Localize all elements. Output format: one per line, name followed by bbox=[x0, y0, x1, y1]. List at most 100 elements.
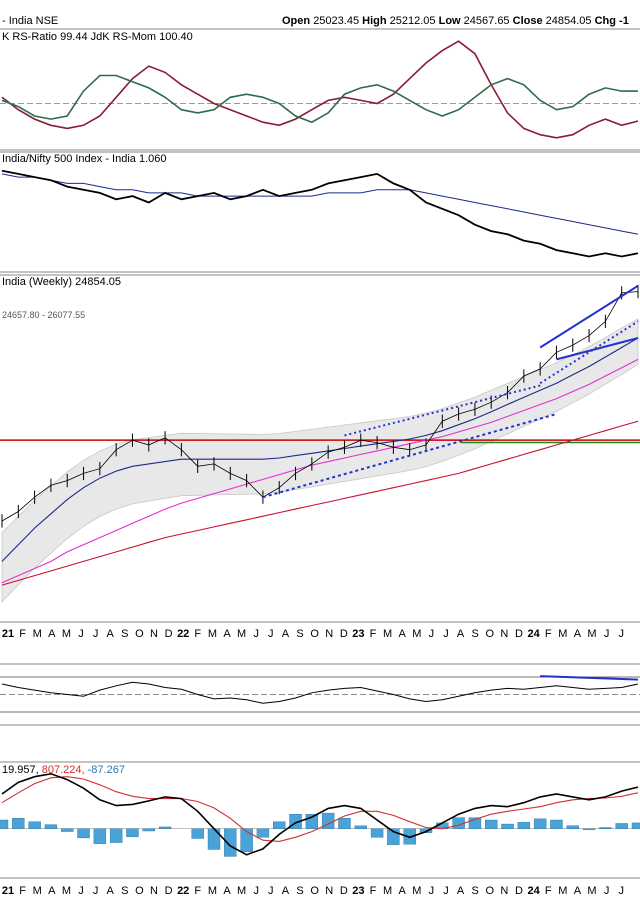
x-tick-label: F bbox=[194, 885, 201, 897]
bb-legend: 24657.80 - 26077.55 bbox=[2, 310, 85, 320]
x-tick-label: 21 bbox=[2, 885, 14, 897]
series-line-rs-mom bbox=[1, 74, 638, 124]
x-tick-label: D bbox=[340, 885, 348, 897]
close-value: 24854.05 bbox=[545, 15, 592, 27]
macd-histogram-bar bbox=[207, 828, 221, 850]
x-tick-label: A bbox=[457, 628, 465, 640]
x-tick-label: J bbox=[93, 885, 99, 897]
x-tick-label: J bbox=[443, 628, 449, 640]
x-tick-label: J bbox=[253, 885, 259, 897]
x-tick-label: F bbox=[370, 885, 377, 897]
series-line-macd bbox=[1, 772, 639, 856]
x-tick-label: D bbox=[165, 628, 173, 640]
x-tick-label: M bbox=[33, 628, 42, 640]
x-tick-label: A bbox=[574, 628, 582, 640]
x-tick-label: M bbox=[412, 628, 421, 640]
x-tick-label: F bbox=[545, 628, 552, 640]
macd-histogram-bar bbox=[354, 825, 367, 829]
macd-histogram-bar bbox=[338, 818, 351, 829]
x-tick-label: N bbox=[325, 885, 333, 897]
x-tick-label: J bbox=[604, 885, 610, 897]
x-tick-label: A bbox=[48, 628, 56, 640]
series-line-macd-signal bbox=[1, 776, 639, 842]
macd-histogram-bar bbox=[256, 828, 270, 838]
macd-histogram-bar bbox=[370, 828, 384, 838]
x-tick-label: M bbox=[383, 628, 392, 640]
open-label: Open bbox=[282, 15, 311, 27]
series-line-relative-strength bbox=[1, 169, 639, 258]
x-tick-label: A bbox=[107, 628, 115, 640]
x-tick-label: S bbox=[296, 885, 303, 897]
macd-histogram-bar bbox=[77, 828, 90, 839]
x-tick-label: S bbox=[296, 628, 303, 640]
macd-histogram-bar bbox=[28, 821, 41, 829]
macd-signal-value: 807.224, bbox=[42, 764, 88, 776]
trendline-upper-dotted bbox=[344, 384, 541, 437]
x-tick-label: 24 bbox=[527, 885, 540, 897]
symbol-label: - India NSE bbox=[2, 15, 59, 27]
x-tick-label: D bbox=[515, 885, 523, 897]
close-label: Close bbox=[512, 15, 543, 27]
x-tick-label: A bbox=[48, 885, 56, 897]
macd-histogram-bar bbox=[12, 818, 25, 829]
macd-histogram-bar bbox=[158, 826, 172, 829]
series-line-ma-magenta bbox=[1, 358, 639, 584]
macd-histogram-bar bbox=[468, 817, 482, 829]
macd-histogram-bar bbox=[109, 828, 123, 843]
x-axis-lower: 21 F M A M J J A S O N D 22 F M A M J J A S O N D 23 F M A M J J A S O N D 2… bbox=[2, 885, 624, 897]
x-tick-label: A bbox=[574, 885, 582, 897]
x-tick-label: A bbox=[399, 628, 407, 640]
x-tick-label: M bbox=[558, 628, 567, 640]
series-line-ma-red bbox=[1, 420, 639, 586]
x-tick-label: 23 bbox=[352, 885, 364, 897]
x-tick-label: F bbox=[370, 628, 377, 640]
series-line-price bbox=[1, 291, 639, 522]
macd-histogram-bar bbox=[533, 818, 547, 829]
macd-histogram-bar bbox=[550, 819, 563, 829]
x-tick-label: 22 bbox=[177, 628, 189, 640]
price-legend: India (Weekly) 24854.05 bbox=[2, 276, 121, 288]
x-tick-label: J bbox=[429, 885, 435, 897]
x-tick-label: S bbox=[472, 628, 479, 640]
macd-legend: 19.957, 807.224, -87.267 bbox=[2, 764, 125, 776]
chart-panels bbox=[0, 28, 640, 879]
x-tick-label: M bbox=[62, 628, 71, 640]
x-tick-label: M bbox=[62, 885, 71, 897]
macd-histogram-bar bbox=[224, 828, 237, 857]
x-tick-label: M bbox=[587, 885, 596, 897]
x-tick-label: O bbox=[135, 628, 144, 640]
x-tick-label: J bbox=[268, 628, 274, 640]
series-line-rs-ratio bbox=[1, 40, 639, 139]
x-tick-label: J bbox=[78, 628, 84, 640]
bollinger-band bbox=[1, 318, 639, 603]
x-tick-label: 22 bbox=[177, 885, 189, 897]
x-tick-label: M bbox=[237, 628, 246, 640]
x-tick-label: F bbox=[19, 885, 26, 897]
macd-histogram-bar bbox=[419, 828, 433, 833]
macd-histogram-bar bbox=[126, 828, 139, 837]
x-tick-label: A bbox=[457, 885, 465, 897]
x-tick-label: D bbox=[515, 628, 523, 640]
macd-histogram-bar bbox=[61, 828, 74, 832]
x-tick-label: J bbox=[604, 628, 610, 640]
x-tick-label: D bbox=[340, 628, 348, 640]
x-tick-label: J bbox=[93, 628, 99, 640]
x-tick-label: M bbox=[412, 885, 421, 897]
macd-histogram-bar bbox=[273, 821, 286, 829]
macd-histogram-bar bbox=[599, 827, 612, 829]
x-tick-label: J bbox=[443, 885, 449, 897]
macd-histogram-bar bbox=[485, 819, 498, 829]
x-tick-label: A bbox=[282, 628, 290, 640]
macd-value: 19.957, bbox=[2, 764, 42, 776]
ohlc-readout: Open 25023.45 High 25212.05 Low 24567.65… bbox=[282, 15, 629, 27]
x-tick-label: A bbox=[399, 885, 407, 897]
x-tick-label: M bbox=[208, 885, 217, 897]
x-axis-upper: 21 F M A M J J A S O N D 22 F M A M J J A S O N D 23 F M A M J J A S O N D 2… bbox=[2, 628, 624, 640]
macd-histogram-bar bbox=[191, 828, 204, 839]
rs-legend: India/Nifty 500 Index - India 1.060 bbox=[2, 153, 167, 165]
high-label: High bbox=[362, 15, 387, 27]
x-tick-label: 23 bbox=[352, 628, 364, 640]
x-tick-label: O bbox=[486, 628, 495, 640]
macd-histogram-bar bbox=[501, 823, 514, 829]
macd-histogram-bar bbox=[566, 825, 579, 829]
